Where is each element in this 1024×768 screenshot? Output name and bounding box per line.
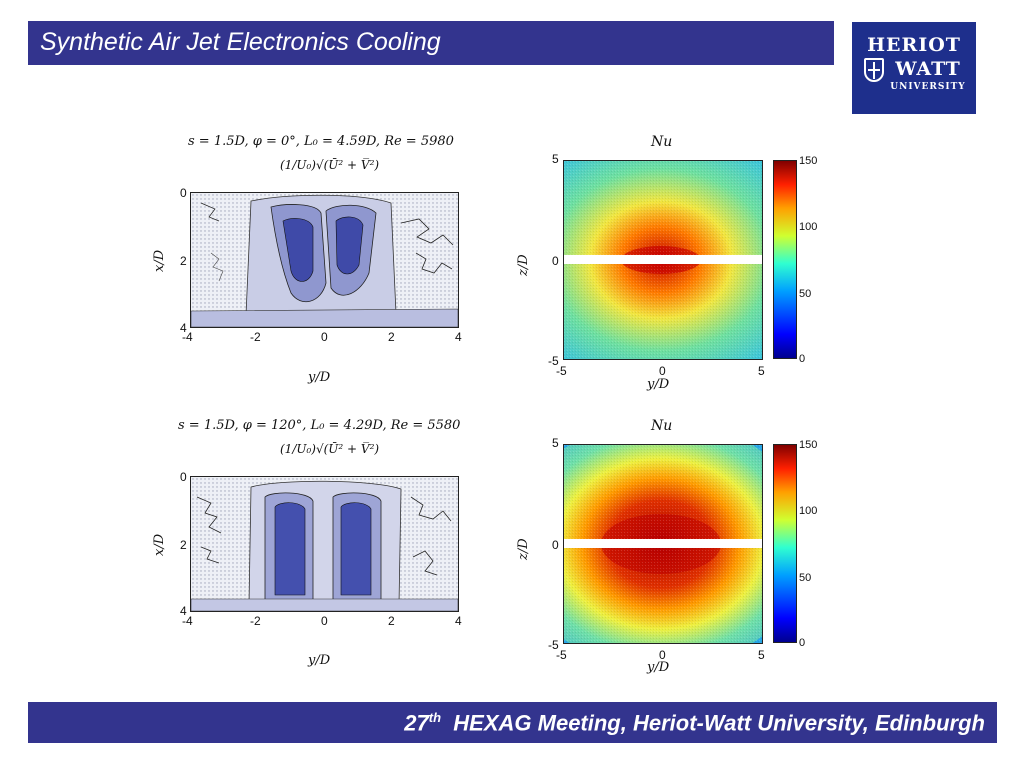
logo-text-watt: WATT <box>895 58 961 80</box>
velocity-plot-1-title: s = 1.5D, φ = 0°, L₀ = 4.59D, Re = 5980 <box>188 134 454 149</box>
nu-plot-2-cbtick: 0 <box>799 637 806 649</box>
nu-plot-1-xtick: 0 <box>659 364 666 378</box>
velocity-plot-1-xlabel: y/D <box>308 370 331 385</box>
nu-plot-2-ytick: -5 <box>548 638 559 652</box>
nu-plot-2-cbtick: 150 <box>799 439 818 451</box>
nu-plot-1-cbtick: 100 <box>799 221 818 233</box>
nu-plot-1-xtick: 5 <box>758 364 765 378</box>
velocity-plot-1-xtick: 0 <box>321 330 328 344</box>
velocity-plot-1-xtick: -2 <box>250 330 261 344</box>
nu-plot-2-title: Nu <box>651 418 673 434</box>
velocity-plot-1-ylabel: x/D <box>152 249 167 272</box>
footer-number: 27 <box>404 710 429 736</box>
crest-icon <box>864 58 884 82</box>
heriot-watt-logo: HERIOT WATT UNIVERSITY <box>852 22 976 114</box>
velocity-plot-1-ytick: 0 <box>180 186 187 200</box>
footer-bar: 27th HEXAG Meeting, Heriot-Watt Universi… <box>28 702 997 743</box>
velocity-plot-1-xtick: 2 <box>388 330 395 344</box>
nu-plot-1-ylabel: z/D <box>516 254 531 276</box>
velocity-plot-1-contour <box>190 192 459 328</box>
velocity-plot-1-ytick: 4 <box>180 321 187 335</box>
nu-plot-2-ytick: 5 <box>552 436 559 450</box>
footer-text: 27th HEXAG Meeting, Heriot-Watt Universi… <box>404 710 985 736</box>
velocity-plot-1-subtitle: (1/U₀)√(Ū² + V̅²) <box>280 158 380 172</box>
velocity-plot-2-xtick: 4 <box>455 614 462 628</box>
nu-plot-1-cbtick: 50 <box>799 288 812 300</box>
nu-plot-2-xtick: -5 <box>556 648 567 662</box>
velocity-plot-2-contour <box>190 476 459 612</box>
nu-plot-2-heatmap <box>563 444 763 644</box>
nu-plot-2-cbtick: 50 <box>799 572 812 584</box>
nu-plot-1-colorbar <box>773 160 797 359</box>
nu-plot-1-title: Nu <box>651 134 673 150</box>
velocity-plot-2-title: s = 1.5D, φ = 120°, L₀ = 4.29D, Re = 558… <box>178 418 461 433</box>
velocity-plot-2-xtick: 0 <box>321 614 328 628</box>
title-bar: Synthetic Air Jet Electronics Cooling <box>28 21 834 65</box>
nu-plot-2-xtick: 0 <box>659 648 666 662</box>
nu-plot-1-ytick: 5 <box>552 152 559 166</box>
nu-plot-1-ytick: -5 <box>548 354 559 368</box>
velocity-plot-2-xtick: 2 <box>388 614 395 628</box>
nu-plot-1-heatmap <box>563 160 763 360</box>
logo-text-heriot: HERIOT <box>867 34 961 56</box>
nu-plot-2-xlabel: y/D <box>647 660 670 675</box>
nu-plot-2-colorbar <box>773 444 797 643</box>
velocity-plot-2-ylabel: x/D <box>152 533 167 556</box>
velocity-plot-1-xtick: -4 <box>182 330 193 344</box>
nu-plot-1-xlabel: y/D <box>647 377 670 392</box>
nu-plot-2-xtick: 5 <box>758 648 765 662</box>
footer-event: HEXAG Meeting, Heriot-Watt University, E… <box>453 710 985 736</box>
nu-plot-1-cbtick: 0 <box>799 353 806 365</box>
velocity-plot-1-ytick: 2 <box>180 254 187 268</box>
velocity-plot-2-ytick: 4 <box>180 604 187 618</box>
velocity-plot-2-xlabel: y/D <box>308 653 331 668</box>
velocity-plot-2-ytick: 2 <box>180 538 187 552</box>
slide-title: Synthetic Air Jet Electronics Cooling <box>40 28 441 56</box>
velocity-plot-2-xtick: -4 <box>182 614 193 628</box>
nu-plot-2-ylabel: z/D <box>516 538 531 560</box>
velocity-plot-2-xtick: -2 <box>250 614 261 628</box>
nu-plot-2-ytick: 0 <box>552 538 559 552</box>
velocity-plot-2-subtitle: (1/U₀)√(Ū² + V̅²) <box>280 442 380 456</box>
logo-text-university: UNIVERSITY <box>890 82 966 92</box>
velocity-plot-1-xtick: 4 <box>455 330 462 344</box>
nu-plot-2-cbtick: 100 <box>799 505 818 517</box>
velocity-plot-2-ytick: 0 <box>180 470 187 484</box>
nu-plot-1-cbtick: 150 <box>799 155 818 167</box>
footer-superscript: th <box>428 710 442 725</box>
nu-plot-1-ytick: 0 <box>552 254 559 268</box>
nu-plot-1-xtick: -5 <box>556 364 567 378</box>
